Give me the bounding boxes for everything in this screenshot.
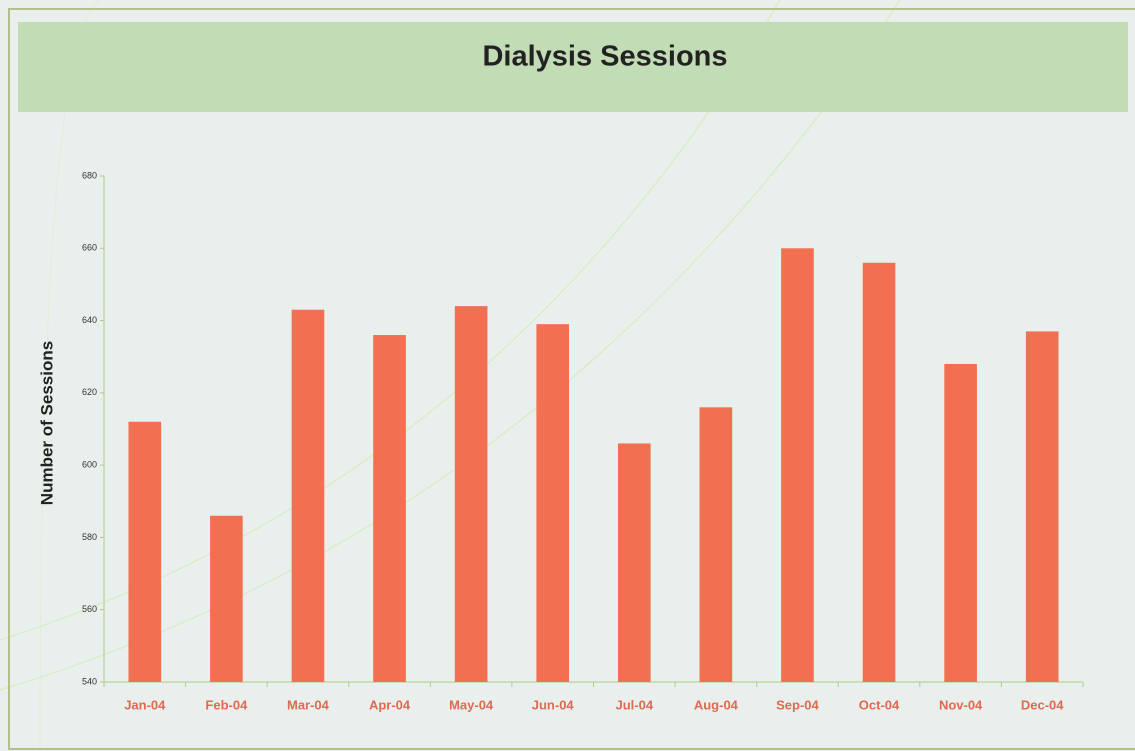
bar	[699, 407, 733, 682]
bar	[944, 363, 977, 682]
x-tick-label: Jan-04	[124, 697, 166, 712]
x-tick-label: Mar-04	[287, 697, 330, 712]
y-tick-label: 680	[82, 170, 97, 180]
bar	[210, 515, 243, 682]
x-tick-label: Apr-04	[369, 697, 411, 712]
bar	[373, 335, 406, 682]
y-tick-label: 580	[82, 532, 97, 542]
x-tick-label: Sep-04	[776, 697, 819, 712]
x-tick-label: Dec-04	[1021, 697, 1064, 712]
bar	[536, 324, 570, 682]
x-tick-label: Aug-04	[694, 697, 739, 712]
bar	[128, 421, 162, 682]
x-tick-label: Oct-04	[859, 697, 900, 712]
y-tick-label: 660	[82, 243, 97, 253]
bar	[617, 443, 651, 682]
y-tick-label: 640	[82, 315, 97, 325]
x-tick-label: May-04	[449, 697, 494, 712]
y-tick-label: 600	[82, 460, 97, 470]
bar	[454, 306, 488, 682]
y-tick-label: 540	[82, 676, 97, 686]
chart-title: Dialysis Sessions	[482, 41, 727, 73]
bar	[291, 309, 325, 682]
y-tick-label: 620	[82, 387, 97, 397]
y-axis-title: Number of Sessions	[37, 341, 56, 505]
x-tick-label: Feb-04	[205, 697, 248, 712]
x-tick-label: Jun-04	[532, 697, 575, 712]
header-band	[18, 22, 1128, 112]
x-tick-label: Jul-04	[616, 697, 654, 712]
y-tick-label: 560	[82, 604, 97, 614]
bar	[781, 248, 814, 683]
frame	[8, 8, 1135, 750]
bar	[1025, 331, 1059, 682]
x-tick-label: Nov-04	[939, 697, 983, 712]
bar	[862, 262, 896, 682]
